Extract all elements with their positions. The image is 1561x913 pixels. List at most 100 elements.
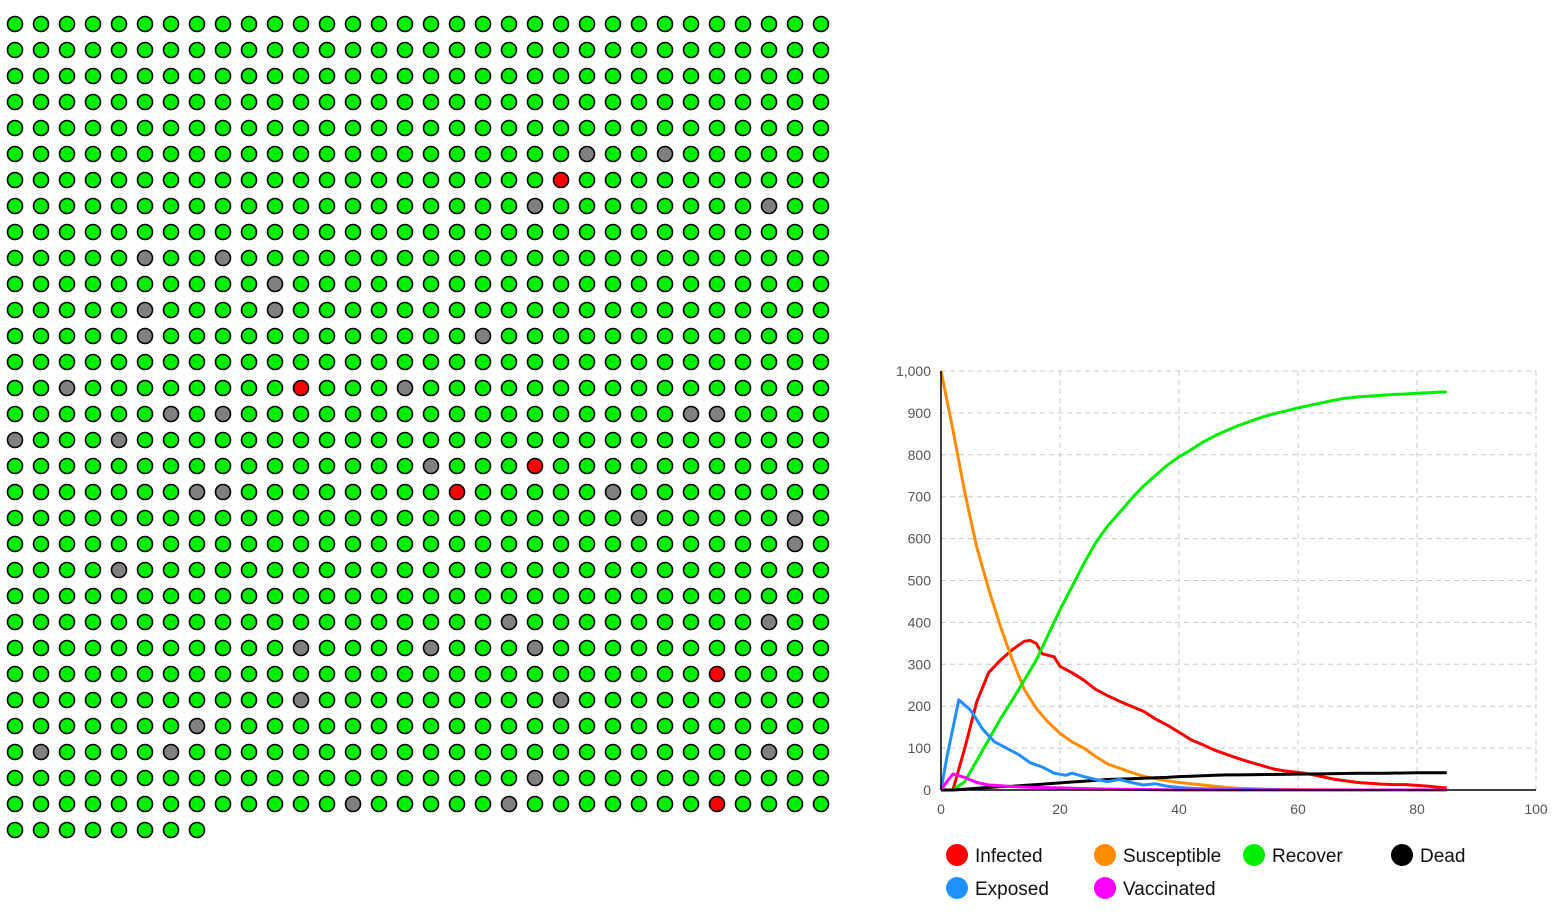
agent-recovered [370, 691, 388, 709]
agent-recovered [32, 145, 50, 163]
agent-recovered [266, 743, 284, 761]
agent-recovered [370, 301, 388, 319]
agent-recovered [786, 249, 804, 267]
agent-recovered [422, 691, 440, 709]
agent-recovered [526, 379, 544, 397]
agent-recovered [422, 353, 440, 371]
agent-recovered [188, 197, 206, 215]
agent-recovered [786, 15, 804, 33]
agent-recovered [578, 15, 596, 33]
legend-item-susceptible[interactable]: Susceptible [1094, 844, 1221, 867]
agent-recovered [188, 457, 206, 475]
agent-recovered [526, 431, 544, 449]
agent-recovered [136, 743, 154, 761]
agent-recovered [6, 171, 24, 189]
agent-recovered [188, 379, 206, 397]
agent-recovered [630, 353, 648, 371]
agent-recovered [110, 691, 128, 709]
agent-recovered [370, 67, 388, 85]
legend-item-recover[interactable]: Recover [1243, 844, 1343, 867]
agent-recovered [32, 639, 50, 657]
agent-recovered [734, 587, 752, 605]
agent-recovered [526, 327, 544, 345]
agent-recovered [32, 379, 50, 397]
agent-recovered [708, 769, 726, 787]
legend-item-infected[interactable]: Infected [946, 844, 1043, 867]
agent-recovered [474, 483, 492, 501]
agent-recovered [760, 15, 778, 33]
legend-item-vaccinated[interactable]: Vaccinated [1094, 877, 1216, 900]
agent-recovered [604, 223, 622, 241]
agent-recovered [760, 483, 778, 501]
y-tick-label: 0 [923, 782, 931, 798]
agent-recovered [760, 275, 778, 293]
y-tick-label: 200 [908, 698, 932, 714]
agent-recovered [110, 301, 128, 319]
agent-dead [6, 431, 24, 449]
agent-recovered [578, 665, 596, 683]
agent-recovered [630, 795, 648, 813]
agent-recovered [370, 353, 388, 371]
agent-recovered [266, 587, 284, 605]
agent-recovered [500, 379, 518, 397]
agent-recovered [630, 275, 648, 293]
agent-recovered [474, 535, 492, 553]
legend-item-exposed[interactable]: Exposed [946, 877, 1049, 900]
agent-recovered [812, 717, 830, 735]
agent-recovered [552, 665, 570, 683]
legend-label: Dead [1420, 846, 1465, 867]
agent-recovered [422, 665, 440, 683]
agent-recovered [734, 509, 752, 527]
agent-recovered [136, 769, 154, 787]
agent-recovered [708, 93, 726, 111]
agent-recovered [786, 379, 804, 397]
agent-recovered [578, 535, 596, 553]
agent-recovered [604, 353, 622, 371]
agent-recovered [58, 613, 76, 631]
agent-recovered [370, 769, 388, 787]
agent-recovered [396, 41, 414, 59]
agent-recovered [396, 795, 414, 813]
agent-recovered [318, 795, 336, 813]
agent-recovered [84, 379, 102, 397]
agent-recovered [370, 41, 388, 59]
agent-recovered [110, 821, 128, 839]
agent-recovered [760, 223, 778, 241]
x-tick-label: 80 [1409, 801, 1425, 817]
agent-recovered [682, 301, 700, 319]
agent-recovered [58, 587, 76, 605]
agent-recovered [6, 535, 24, 553]
agent-recovered [682, 67, 700, 85]
agent-recovered [188, 223, 206, 241]
agent-recovered [32, 769, 50, 787]
agent-recovered [552, 509, 570, 527]
agent-recovered [630, 197, 648, 215]
agent-recovered [786, 171, 804, 189]
agent-recovered [422, 119, 440, 137]
agent-recovered [396, 249, 414, 267]
agent-recovered [6, 509, 24, 527]
agent-recovered [136, 561, 154, 579]
agent-recovered [292, 41, 310, 59]
agent-recovered [682, 613, 700, 631]
agent-recovered [32, 15, 50, 33]
agent-recovered [812, 249, 830, 267]
agent-recovered [344, 743, 362, 761]
agent-dead [708, 405, 726, 423]
agent-dead [500, 613, 518, 631]
agent-recovered [344, 93, 362, 111]
agent-recovered [214, 665, 232, 683]
agent-recovered [136, 15, 154, 33]
agent-recovered [604, 197, 622, 215]
legend-item-dead[interactable]: Dead [1391, 844, 1465, 867]
agent-recovered [162, 457, 180, 475]
agent-recovered [708, 691, 726, 709]
agent-recovered [266, 561, 284, 579]
agent-recovered [734, 717, 752, 735]
agent-recovered [812, 275, 830, 293]
agent-recovered [344, 171, 362, 189]
agent-recovered [448, 197, 466, 215]
agent-recovered [6, 93, 24, 111]
agent-recovered [240, 457, 258, 475]
agent-recovered [84, 223, 102, 241]
